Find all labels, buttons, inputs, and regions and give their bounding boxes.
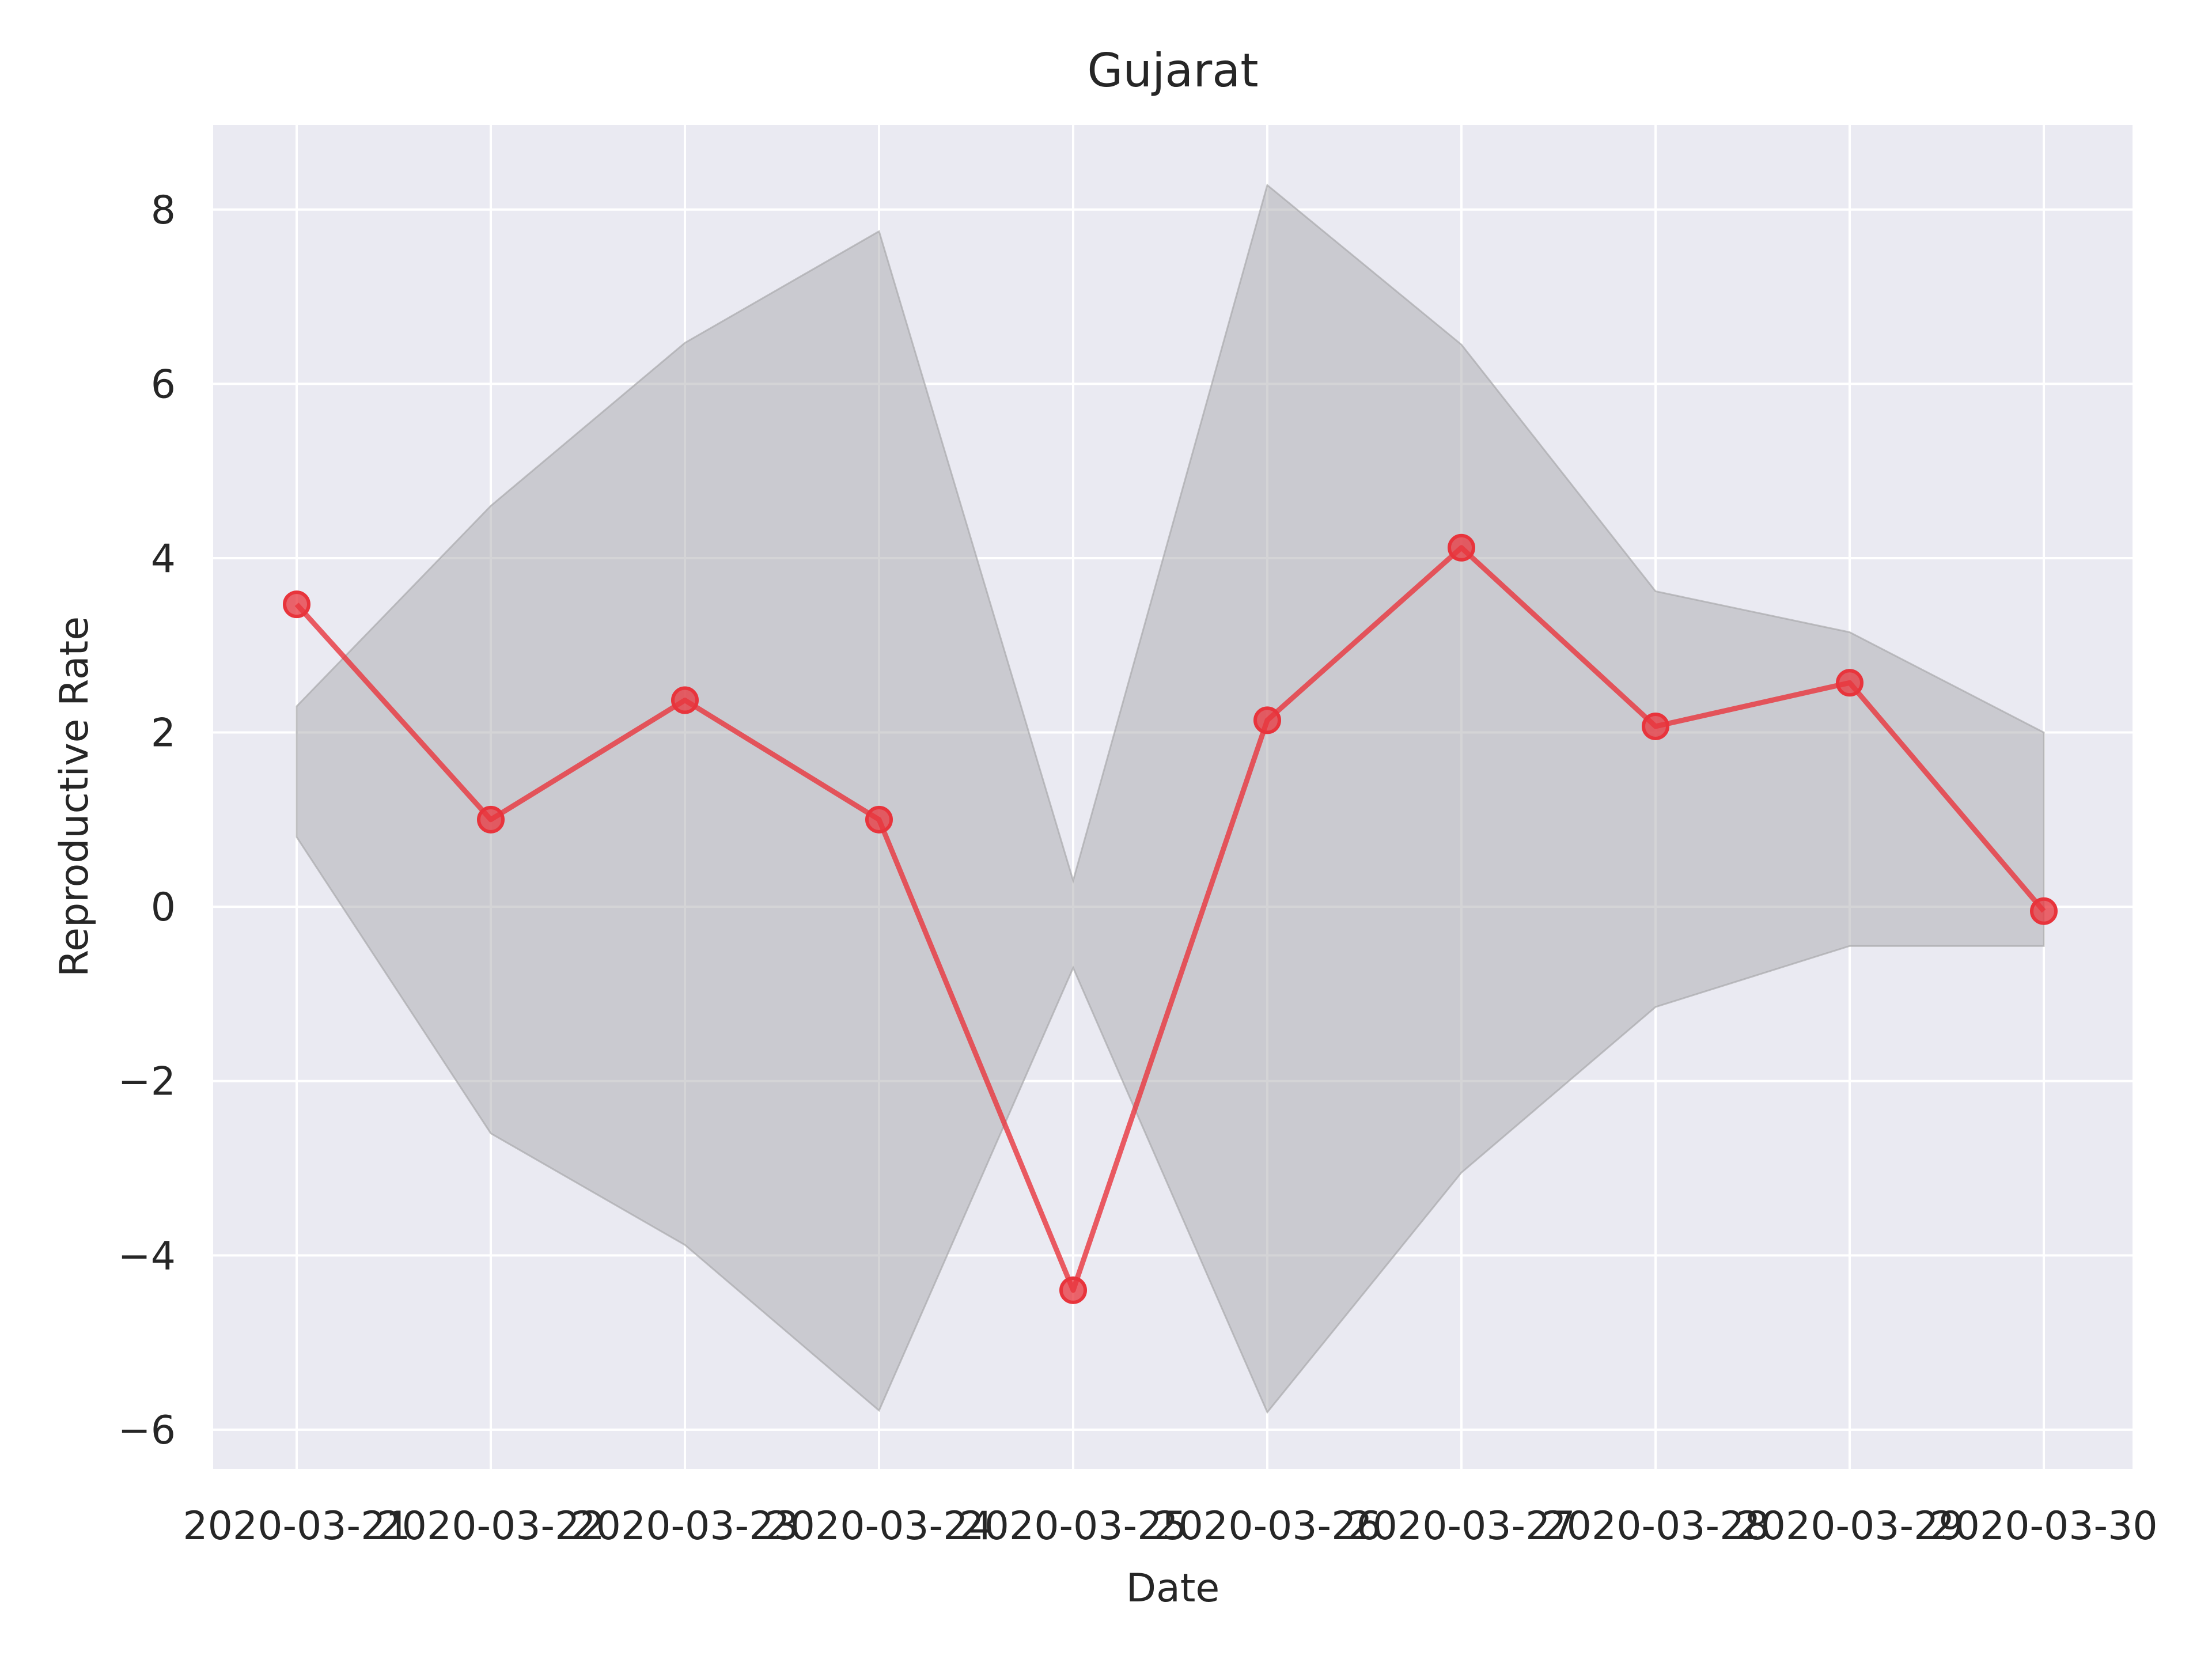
y-tick-label: 2	[151, 711, 176, 756]
x-tick-label: 2020-03-27	[1347, 1503, 1575, 1549]
x-tick-label: 2020-03-24	[765, 1503, 993, 1549]
data-point	[1059, 1276, 1087, 1304]
data-point	[1642, 712, 1669, 740]
x-tick-label: 2020-03-30	[1930, 1503, 2157, 1549]
x-tick-label: 2020-03-29	[1736, 1503, 1963, 1549]
y-tick-label: 6	[151, 362, 176, 407]
x-tick-label: 2020-03-22	[377, 1503, 604, 1549]
chart-title: Gujarat	[1087, 44, 1258, 97]
y-tick-label: −6	[118, 1408, 176, 1453]
x-axis-label: Date	[1126, 1566, 1220, 1611]
confidence-band	[296, 183, 2045, 1414]
data-point	[2030, 897, 2058, 925]
data-point	[671, 686, 699, 714]
series-polyline	[294, 545, 2046, 1293]
data-point	[1836, 669, 1863, 697]
y-tick-label: −2	[118, 1059, 176, 1105]
x-tick-label: 2020-03-21	[183, 1503, 410, 1549]
data-point	[477, 805, 505, 834]
data-point	[865, 805, 893, 834]
x-tick-label: 2020-03-26	[1153, 1503, 1381, 1549]
x-tick-labels: 2020-03-212020-03-222020-03-232020-03-24…	[183, 1503, 2157, 1549]
y-tick-label: 0	[151, 885, 176, 930]
confidence-band-area	[296, 183, 2045, 1414]
y-tick-label: −4	[118, 1233, 176, 1279]
series-line	[294, 545, 2046, 1293]
data-point	[1448, 533, 1475, 562]
y-tick-labels: −6 −4 −2 0 2 4 6 8	[118, 188, 176, 1453]
data-points	[283, 533, 2058, 1304]
y-tick-label: 8	[151, 188, 176, 233]
data-point	[283, 590, 310, 619]
x-tick-label: 2020-03-23	[571, 1503, 798, 1549]
y-tick-label: 4	[151, 536, 176, 582]
data-point	[1253, 706, 1281, 734]
x-tick-label: 2020-03-25	[959, 1503, 1187, 1549]
x-tick-label: 2020-03-28	[1541, 1503, 1769, 1549]
y-axis-label: Reproductive Rate	[52, 616, 97, 977]
